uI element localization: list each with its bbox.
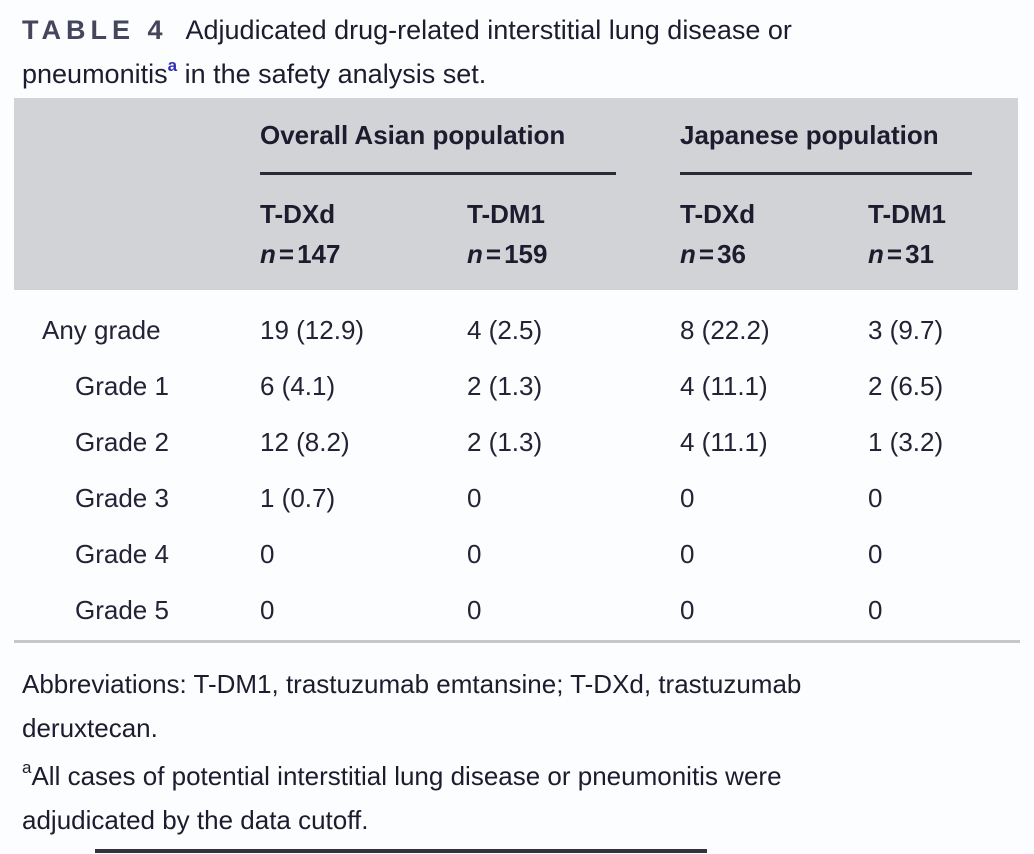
drug-name: T-DXd — [260, 199, 336, 229]
table-row-grade-5: Grade 5 0 0 0 0 — [14, 582, 1020, 638]
n-symbol: n — [680, 239, 696, 269]
equals-sign: = — [278, 239, 295, 269]
n-value: 147 — [297, 239, 341, 269]
table-footnotes: Abbreviations: T-DM1, trastuzumab emtans… — [22, 662, 1012, 842]
footnote-a-text1: All cases of potential interstitial lung… — [31, 761, 782, 791]
table-title-text2: pneumonitis — [22, 59, 168, 89]
table-row-grade-4: Grade 4 0 0 0 0 — [14, 526, 1020, 582]
table-cell: 2 (1.3) — [467, 426, 543, 457]
sample-size: n = 36 — [680, 238, 755, 270]
row-label: Grade 2 — [75, 426, 169, 457]
table-cell: 0 — [467, 594, 482, 625]
bottom-edge-line — [95, 849, 707, 853]
table-cell: 0 — [680, 482, 695, 513]
equals-sign: = — [698, 239, 715, 269]
n-symbol: n — [260, 239, 276, 269]
footnote-a-line1: aAll cases of potential interstitial lun… — [22, 754, 1012, 798]
sample-size: n = 31 — [868, 238, 946, 270]
table-cell: 0 — [868, 594, 883, 625]
column-header-tdm1-overall: T-DM1 n = 159 — [467, 198, 547, 270]
footnote-marker-superscript: a — [167, 56, 178, 75]
table-cell: 0 — [868, 482, 883, 513]
table-header: Overall Asian population Japanese popula… — [14, 98, 1018, 290]
table-cell: 0 — [680, 594, 695, 625]
drug-name: T-DM1 — [868, 199, 946, 229]
drug-name: T-DXd — [680, 199, 756, 229]
n-value: 36 — [717, 239, 746, 269]
table-cell: 8 (22.2) — [680, 314, 770, 345]
abbreviations-line1: Abbreviations: T-DM1, trastuzumab emtans… — [22, 669, 802, 699]
group-underline-overall-asian — [260, 172, 616, 175]
row-label: Grade 1 — [75, 370, 169, 401]
table-cell: 0 — [467, 482, 482, 513]
group-underline-japanese — [680, 172, 972, 175]
table-cell: 0 — [260, 594, 275, 625]
table-title-line1: TABLE 4 Adjudicated drug-related intersti… — [22, 8, 1012, 52]
table-cell: 3 (9.7) — [868, 314, 944, 345]
table-cell: 1 (0.7) — [260, 482, 336, 513]
footnote-a-marker: a — [22, 758, 32, 778]
n-symbol: n — [868, 239, 884, 269]
table-cell: 0 — [467, 538, 482, 569]
sample-size: n = 147 — [260, 238, 340, 270]
table-cell: 12 (8.2) — [260, 426, 350, 457]
drug-name: T-DM1 — [467, 199, 545, 229]
row-label: Grade 3 — [75, 482, 169, 513]
column-group-japanese: Japanese population — [680, 120, 939, 150]
column-header-tdxd-overall: T-DXd n = 147 — [260, 198, 340, 270]
table-cell: 1 (3.2) — [868, 426, 944, 457]
equals-sign: = — [886, 239, 903, 269]
table-cell: 6 (4.1) — [260, 370, 336, 401]
table-row-grade-3: Grade 3 1 (0.7) 0 0 0 — [14, 470, 1020, 526]
table-row-grade-1: Grade 1 6 (4.1) 2 (1.3) 4 (11.1) 2 (6.5) — [14, 358, 1020, 414]
table-row-any-grade: Any grade 19 (12.9) 4 (2.5) 8 (22.2) 3 (… — [14, 302, 1020, 358]
n-symbol: n — [467, 239, 483, 269]
table-title-text1: Adjudicated drug-related interstitial lu… — [185, 15, 792, 45]
table-title: TABLE 4 Adjudicated drug-related intersti… — [22, 8, 1012, 96]
table-cell: 2 (6.5) — [868, 370, 944, 401]
footnote-a: aAll cases of potential interstitial lun… — [22, 754, 1012, 842]
table-cell: 4 (2.5) — [467, 314, 543, 345]
column-header-tdm1-japanese: T-DM1 n = 31 — [868, 198, 946, 270]
table-cell: 19 (12.9) — [260, 314, 365, 345]
row-label: Any grade — [42, 314, 161, 345]
table-cell: 0 — [260, 538, 275, 569]
footnote-a-line2: adjudicated by the data cutoff. — [22, 805, 369, 835]
table-cell: 0 — [680, 538, 695, 569]
abbreviations-note: Abbreviations: T-DM1, trastuzumab emtans… — [22, 662, 1012, 750]
table-title-line2: pneumonitisa in the safety analysis set. — [22, 52, 1012, 96]
table-cell: 4 (11.1) — [680, 426, 768, 457]
table-cell: 4 (11.1) — [680, 370, 768, 401]
row-label: Grade 4 — [75, 538, 169, 569]
row-label: Grade 5 — [75, 594, 169, 625]
table-title-text3: in the safety analysis set. — [177, 59, 487, 89]
table-cell: 2 (1.3) — [467, 370, 543, 401]
table-number-tag: TABLE 4 — [22, 15, 168, 45]
table-body: Any grade 19 (12.9) 4 (2.5) 8 (22.2) 3 (… — [14, 290, 1020, 638]
n-value: 31 — [905, 239, 934, 269]
n-value: 159 — [504, 239, 548, 269]
table-row-grade-2: Grade 2 12 (8.2) 2 (1.3) 4 (11.1) 1 (3.2… — [14, 414, 1020, 470]
table-cell: 0 — [868, 538, 883, 569]
table-bottom-rule — [14, 640, 1020, 643]
column-header-tdxd-japanese: T-DXd n = 36 — [680, 198, 755, 270]
column-group-overall-asian: Overall Asian population — [260, 120, 566, 150]
abbreviations-line2: deruxtecan. — [22, 713, 158, 743]
sample-size: n = 159 — [467, 238, 547, 270]
equals-sign: = — [485, 239, 502, 269]
